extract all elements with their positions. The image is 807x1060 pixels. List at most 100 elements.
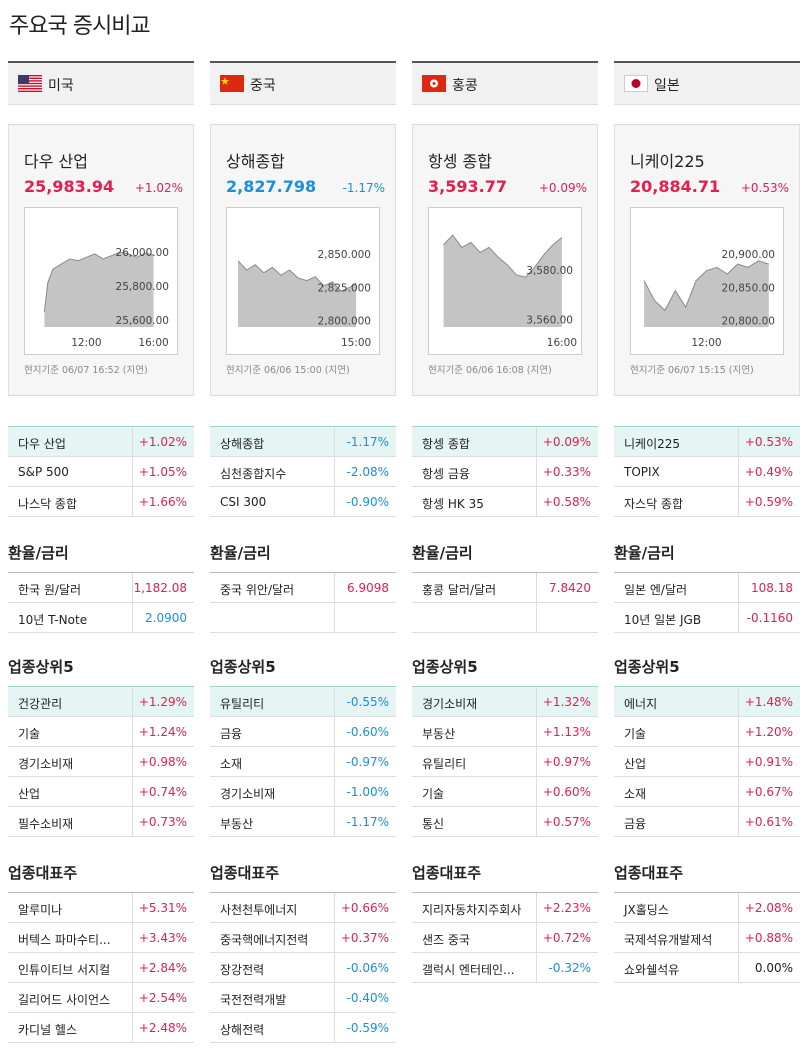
y-tick-label: 3,560.00 <box>526 315 573 327</box>
price-area <box>644 260 769 327</box>
row-value: +0.59% <box>738 487 800 516</box>
table-row: 국전전력개발 -0.40% <box>210 983 396 1013</box>
row-name: 금융 <box>624 817 647 831</box>
table-row: 부동산 -1.17% <box>210 807 396 837</box>
row-value: +5.31% <box>132 893 194 922</box>
table: 사천천투에너지 +0.66% 중국핵에너지전력 +0.37% 장강전력 -0.06% 국전전… <box>210 892 396 1043</box>
table-row: 유틸리티 +0.97% <box>412 747 598 777</box>
table: 건강관리 +1.29% 기술 +1.24% 경기소비재 +0.98% 산업 +0.74% 필수소… <box>8 686 194 837</box>
flag <box>422 75 446 92</box>
index-change: +0.53% <box>740 181 789 195</box>
row-value: +1.20% <box>738 717 800 746</box>
market-column: 홍콩 항셍 종합 3,593.77 +0.09% 3,580.00 3,560.00 16:… <box>412 0 598 1060</box>
mini-chart: 3,580.00 3,560.00 16:00 <box>428 207 582 355</box>
row-value: +0.91% <box>738 747 800 776</box>
table: 홍콩 달러/달러 7.8420 <box>412 572 598 633</box>
row-name: 10년 일본 JGB <box>624 613 702 627</box>
row-name: 10년 T-Note <box>18 613 88 627</box>
price-area <box>443 235 562 327</box>
row-value: 0.00% <box>738 953 800 982</box>
row-value: +2.23% <box>536 893 598 922</box>
index-change: +1.02% <box>134 181 183 195</box>
row-name: 기술 <box>624 727 647 741</box>
y-tick-label: 20,800.00 <box>722 315 775 327</box>
row-value: +2.08% <box>738 893 800 922</box>
price-line <box>443 234 563 278</box>
row-name: TOPIX <box>624 465 660 479</box>
row-name: 항셍 종합 <box>422 437 470 451</box>
x-tick-label: 16:00 <box>547 337 577 349</box>
row-name: 산업 <box>624 757 647 771</box>
table: 알루미나 +5.31% 버텍스 파마수티... +3.43% 인튜이티브 서지컬 +2.8… <box>8 892 194 1043</box>
table-row: 알루미나 +5.31% <box>8 893 194 923</box>
table-row: 심천종합지수 -2.08% <box>210 457 396 487</box>
price-line <box>237 260 357 292</box>
table-row: 건강관리 +1.29% <box>8 687 194 717</box>
table-row: 다우 산업 +1.02% <box>8 427 194 457</box>
row-name: 샌즈 중국 <box>422 933 470 947</box>
index-name: 다우 산업 <box>24 152 88 171</box>
row-value: -0.55% <box>334 687 396 716</box>
index-change: +0.09% <box>538 181 587 195</box>
row-value: +0.67% <box>738 777 800 806</box>
row-value: +2.48% <box>132 1013 194 1042</box>
country-name: 중국 <box>250 78 276 94</box>
row-name: 상해전력 <box>220 1023 265 1037</box>
table-row: 소재 -0.97% <box>210 747 396 777</box>
price-line <box>43 251 154 312</box>
y-tick-label: 25,800.00 <box>116 281 169 293</box>
market-column: 중국 상해종합 2,827.798 -1.17% 2,850.000 2,825.000 2… <box>210 0 396 1060</box>
table-row: 항셍 종합 +0.09% <box>412 427 598 457</box>
row-value: -0.90% <box>334 487 396 516</box>
index-card: 다우 산업 25,983.94 +1.02% 26,000.00 25,800.00 25… <box>8 124 194 396</box>
row-value-empty <box>536 603 598 632</box>
y-tick-label: 20,900.00 <box>722 249 775 261</box>
table-row: CSI 300 -0.90% <box>210 487 396 517</box>
row-name: 길리어드 사이언스 <box>18 993 111 1007</box>
row-name: 지리자동차지주회사 <box>422 903 522 917</box>
section-title: 업종상위5 <box>210 658 276 676</box>
index-change: -1.17% <box>342 181 385 195</box>
section-title: 업종대표주 <box>412 864 482 882</box>
timestamp: 현지기준 06/07 15:15 (지연) <box>630 365 754 376</box>
table-row: 니케이225 +0.53% <box>614 427 800 457</box>
row-name: 부동산 <box>422 727 456 741</box>
table: JX홀딩스 +2.08% 국제석유개발제석 +0.88% 쇼와쉘석유 0.00% <box>614 892 800 983</box>
table-row: 나스닥 종합 +1.66% <box>8 487 194 517</box>
row-value: +0.60% <box>536 777 598 806</box>
table-row: 금융 +0.61% <box>614 807 800 837</box>
table-row: 쇼와쉘석유 0.00% <box>614 953 800 983</box>
x-tick-label: 15:00 <box>341 337 371 349</box>
row-value: -1.17% <box>334 427 396 456</box>
row-name: 기술 <box>422 787 445 801</box>
row-name: 금융 <box>220 727 243 741</box>
table-row: 기술 +1.24% <box>8 717 194 747</box>
row-name: 니케이225 <box>624 437 681 451</box>
row-name: 다우 산업 <box>18 437 66 451</box>
row-name: 국제석유개발제석 <box>624 933 713 947</box>
section-title: 환율/금리 <box>210 544 271 562</box>
row-value: +0.88% <box>738 923 800 952</box>
table-row: 카디널 헬스 +2.48% <box>8 1013 194 1043</box>
price-area <box>238 260 357 327</box>
section-title: 업종대표주 <box>8 864 78 882</box>
row-value: +1.02% <box>132 427 194 456</box>
row-value: -0.06% <box>334 953 396 982</box>
section-title: 환율/금리 <box>412 544 473 562</box>
market-column: 일본 니케이225 20,884.71 +0.53% 20,900.00 20,850.0… <box>614 0 800 1060</box>
row-name: 중국핵에너지전력 <box>220 933 309 947</box>
row-value: +0.74% <box>132 777 194 806</box>
row-value: +0.53% <box>738 427 800 456</box>
row-value-empty <box>334 603 396 632</box>
row-name: 알루미나 <box>18 903 63 917</box>
row-name: 나스닥 종합 <box>18 497 78 511</box>
row-name: JX홀딩스 <box>624 903 669 917</box>
y-tick-label: 2,800.000 <box>318 315 371 327</box>
row-value: +1.05% <box>132 457 194 486</box>
y-tick-label: 2,825.000 <box>318 282 371 294</box>
table-row: JX홀딩스 +2.08% <box>614 893 800 923</box>
row-value: +0.61% <box>738 807 800 836</box>
y-tick-label: 26,000.00 <box>116 247 169 259</box>
row-name: 홍콩 달러/달러 <box>422 583 497 597</box>
index-name: 항셍 종합 <box>428 152 492 171</box>
